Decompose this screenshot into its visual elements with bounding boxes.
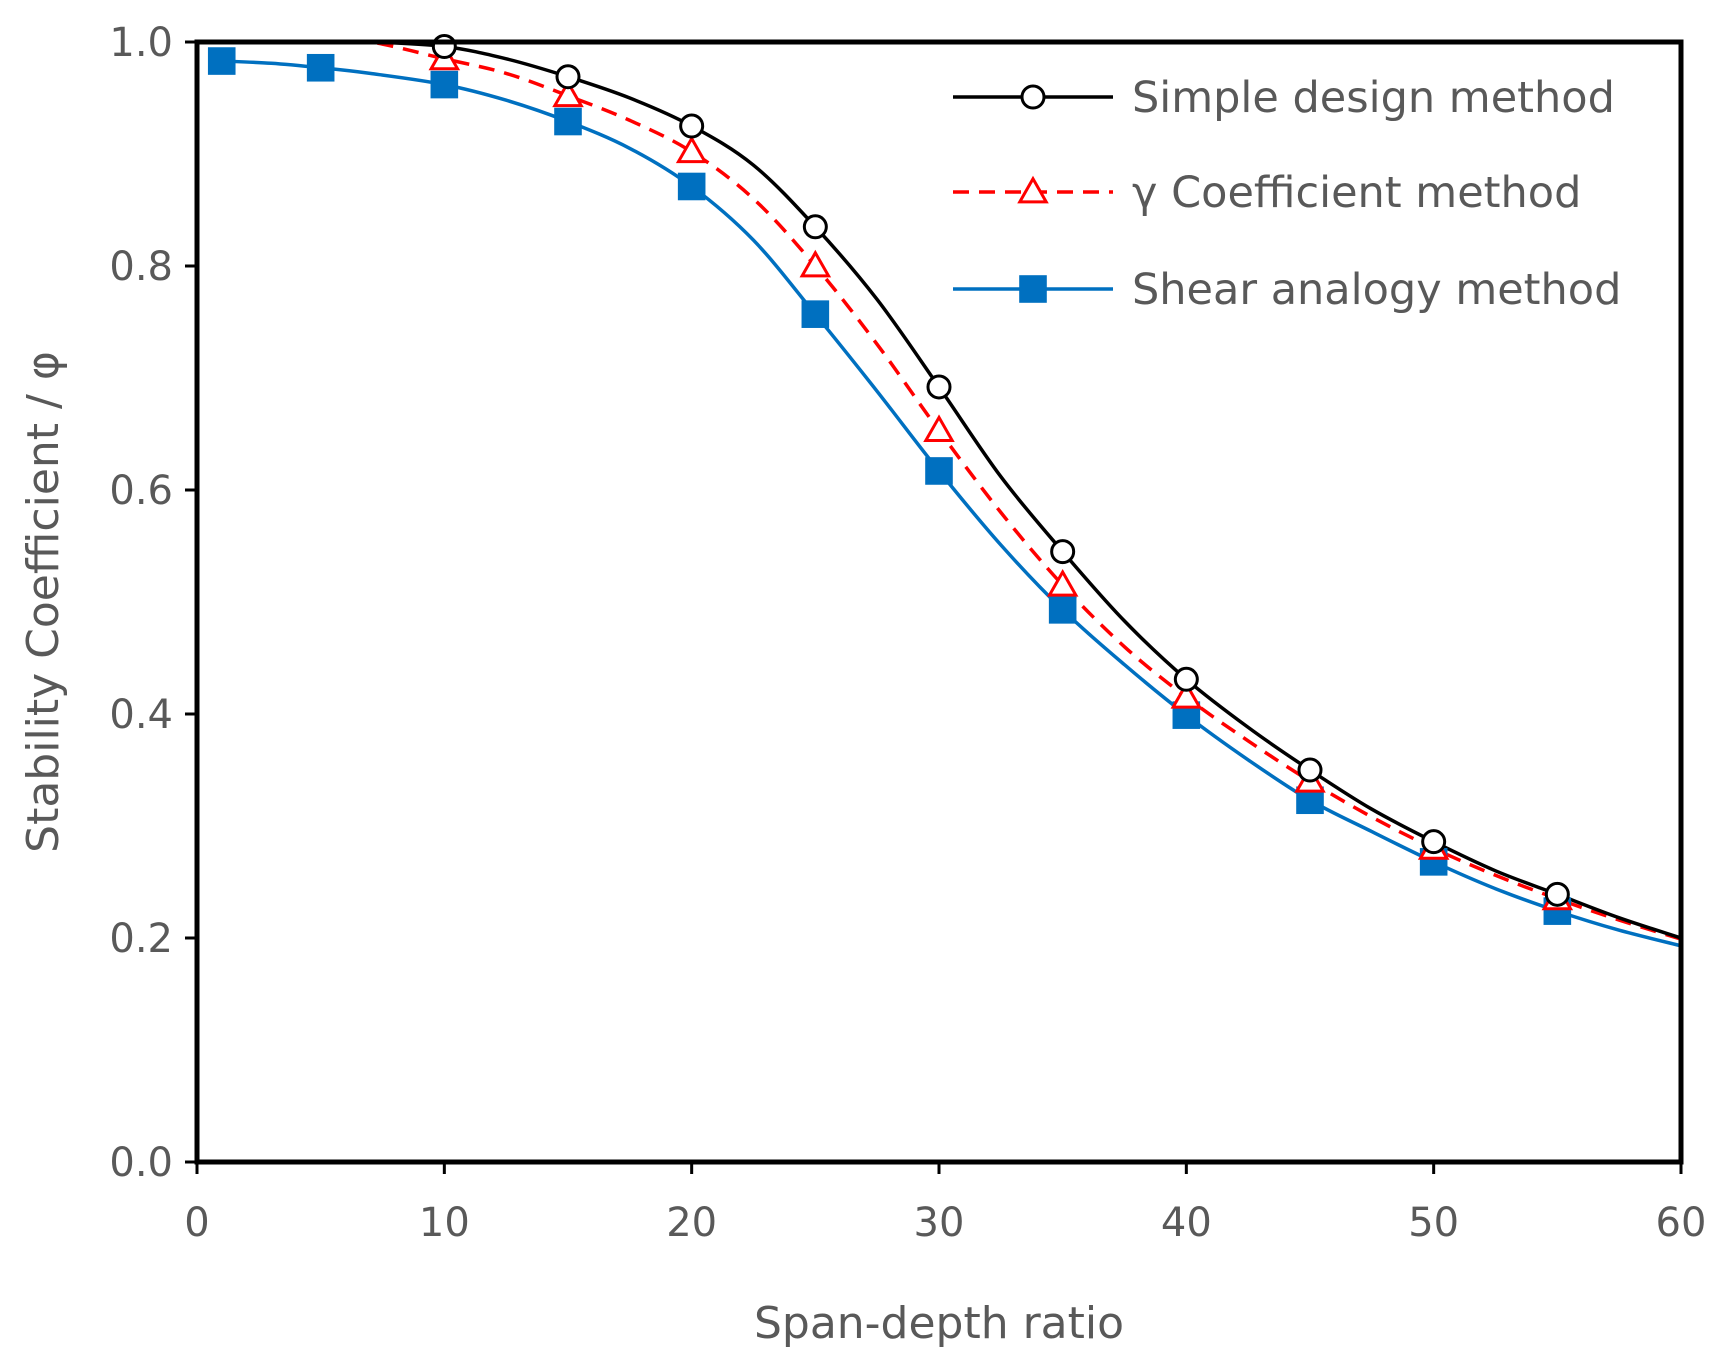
x-tick-label: 10 [419,1200,470,1246]
circle-marker [679,113,705,139]
circle-marker [555,64,581,90]
circle-marker [1050,539,1076,565]
x-tick-label: 50 [1408,1200,1459,1246]
circle-marker [1297,757,1323,783]
x-tick-label: 20 [666,1200,717,1246]
y-tick-label: 0.4 [109,692,173,738]
circle-marker [1020,84,1046,110]
triangle-marker [923,414,955,443]
triangle-marker [1046,568,1079,597]
legend-label: Shear analogy method [1132,265,1621,315]
square-marker [1019,275,1047,303]
square-marker [677,172,706,201]
x-tick-label: 40 [1161,1200,1212,1246]
triangle-marker [1017,175,1049,204]
square-marker [207,47,236,75]
x-axis-ticks: 0 10 20 30 40 50 60 [184,1162,1706,1246]
x-tick-label: 0 [184,1200,209,1246]
series-markers [207,33,1574,925]
y-axis-ticks: 0.0 0.2 0.4 0.6 0.8 1.0 [109,20,197,1186]
square-marker [1048,596,1077,624]
y-tick-label: 1.0 [109,20,173,66]
circle-marker [431,33,457,59]
triangle-marker [1170,680,1203,709]
square-marker [306,53,335,82]
circle-marker [926,374,952,400]
x-axis-title: Span-depth ratio [754,1298,1124,1349]
circle-marker [1173,666,1199,692]
circle-marker [802,214,828,240]
y-tick-label: 0.8 [109,244,173,290]
legend-label: γ Coefficient method [1132,168,1581,218]
legend-label: Simple design method [1132,73,1615,123]
square-marker [554,107,582,136]
square-marker [801,300,830,328]
chart-legend: Simple design method γ Coefficient method… [953,73,1621,315]
triangle-marker [799,249,832,278]
x-tick-label: 30 [914,1200,965,1246]
y-tick-label: 0.0 [109,1140,173,1186]
triangle-marker [552,79,584,108]
y-axis-title: Stability Coefficient / φ [18,351,69,853]
y-tick-label: 0.2 [109,916,173,962]
square-marker [430,70,459,99]
square-marker [925,457,953,485]
y-tick-label: 0.6 [109,468,173,514]
circle-marker [1544,881,1570,907]
triangle-marker [675,135,708,164]
x-tick-label: 60 [1656,1200,1707,1246]
circle-marker [1421,829,1447,855]
